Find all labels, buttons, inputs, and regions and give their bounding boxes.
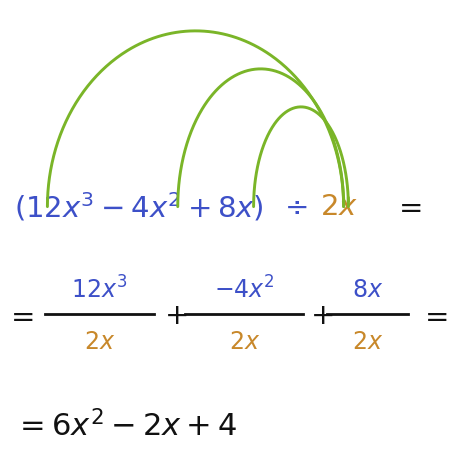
Text: $12x^3$: $12x^3$ (72, 276, 128, 304)
Text: $=$: $=$ (5, 301, 34, 331)
Text: $+$: $+$ (310, 301, 334, 331)
Text: $2x$: $2x$ (352, 330, 383, 354)
Text: $\div$: $\div$ (284, 192, 308, 221)
Text: $=$: $=$ (419, 301, 448, 331)
Text: $2x$: $2x$ (84, 330, 115, 354)
Text: $8x$: $8x$ (352, 278, 383, 302)
Text: $2x$: $2x$ (320, 192, 358, 221)
Text: $(12x^3 - 4x^2 + 8x)$: $(12x^3 - 4x^2 + 8x)$ (14, 190, 264, 223)
Text: $=$: $=$ (393, 192, 422, 221)
Text: $-4x^2$: $-4x^2$ (214, 276, 274, 304)
Text: $+$: $+$ (164, 301, 187, 331)
Text: $= 6x^2 - 2x + 4$: $= 6x^2 - 2x + 4$ (14, 411, 237, 444)
Text: $2x$: $2x$ (228, 330, 260, 354)
